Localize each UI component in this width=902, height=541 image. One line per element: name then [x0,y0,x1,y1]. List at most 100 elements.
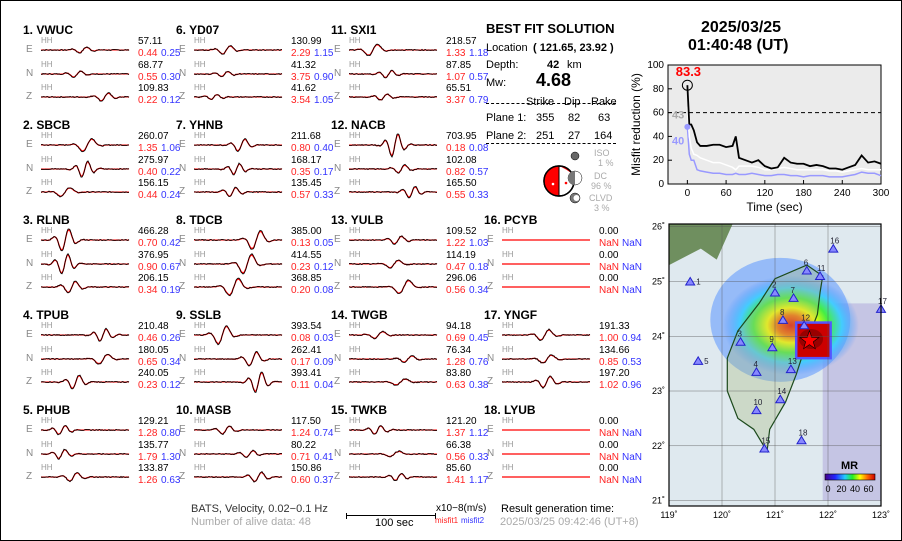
station-triangle-icon [814,271,826,281]
dc-unit: % [603,181,612,191]
observed-trace [349,69,437,78]
waveform-trace [502,429,590,431]
station-title: 15. TWKB [331,403,388,417]
peak-amplitude: 240.05 [138,368,169,379]
component-label: E [487,329,494,340]
location-label: Location [486,42,528,54]
misfit2-value: 0.76 [469,356,489,368]
mw-value: 4.68 [536,70,572,90]
observed-trace [349,425,438,435]
misfit1-value: 1.00 [599,333,619,344]
component-label: E [487,234,494,245]
station-triangle-icon [788,292,799,302]
component-label: N [26,352,34,364]
channel-label: HH [349,36,361,45]
observed-trace [194,94,283,100]
station-triangle-icon [796,435,807,445]
channel-label: HH [41,226,53,235]
peak-amplitude: 83.80 [446,368,472,379]
channel-label: HH [41,368,53,377]
mw-label: Mw: [486,77,507,89]
observed-trace [349,43,438,56]
clvd-unit: % [601,203,610,213]
misfit1-value: 0.80 [291,143,311,154]
component-label: E [334,329,341,340]
misfit1-value: 2.29 [291,48,311,59]
channel-label: HH [41,416,53,425]
station-title: 7. YHNB [176,118,224,132]
station-triangle-icon [766,342,778,352]
depth-value: 42 [547,59,560,71]
observed-trace [194,350,283,367]
channel-label: HH [41,321,53,330]
table-divider [486,103,616,104]
misfit2-value: 0.79 [469,95,489,106]
channel-label: HH [349,226,361,235]
misfit2-value: 0.18 [469,261,489,273]
peak-amplitude: 368.85 [291,273,322,284]
component-label: E [26,139,33,150]
depth-label: Depth: [486,59,519,71]
peak-amplitude: 211.68 [291,131,321,142]
misfit2-value: 0.41 [314,451,334,463]
station-title: 18. LYUB [484,403,536,417]
misfit1-value: 1.41 [446,475,466,486]
channel-label: HH [502,226,514,235]
map-frame [668,223,882,507]
peak-amplitude: 130.99 [291,36,322,47]
x-tick-label: 240 [834,188,851,199]
misfit2-value: 0.57 [469,166,489,178]
waveform-trace [41,69,130,78]
peak-amplitude: 94.18 [446,321,472,332]
waveform-trace [194,448,283,458]
component-label: N [179,352,187,364]
waveform-trace [502,262,590,265]
amplitude-units: x10−8(m/s) [436,503,487,514]
waveform-trace [194,471,283,483]
waveform-trace [194,94,283,100]
legend-misfit2: misfit2 [461,516,485,525]
waveform-trace [194,229,283,250]
peak-amplitude: 168.17 [291,154,322,166]
time-scale-label: 100 sec [375,517,414,529]
component-label: N [26,67,34,79]
observed-trace [349,449,437,457]
component-label: Z [179,186,186,197]
misfit2-value: 0.80 [161,428,181,439]
observed-trace [194,448,283,458]
alive-data-count: Number of alive data: 48 [191,516,311,528]
observed-trace [502,375,590,389]
y-tick-label: 60 [653,108,665,119]
misfit1-value: 0.17 [291,356,311,368]
observed-trace [41,425,130,436]
misfit-reduction-chart: 83.3 43 40 0 60 120 180 240 300 0 20 40 60 80 100 Time … [629,60,890,214]
dc-label: DC [594,171,607,181]
header-rake: Rake [591,96,617,108]
misfit1-value: 1.24 [291,428,311,439]
iso-pct: 1 [598,158,604,168]
waveform-trace [349,425,438,435]
mr-colorbar [824,473,876,481]
event-date: 2025/03/25 [701,19,782,36]
channel-label: HH [194,368,206,377]
blue-start-label: 40 [672,136,684,148]
peak-amplitude: 0.00 [599,226,619,237]
colorbar-tick-label: 0 [825,484,830,494]
channel-label: HH [41,36,53,45]
component-label: N [334,447,342,459]
mr-legend-title: MR [841,460,858,472]
misfit1-value: 3.75 [291,71,311,83]
dc-pct: 96 [591,181,602,191]
misfit1-value: 1.33 [446,48,466,59]
waveform-trace [41,353,130,365]
component-label: N [26,257,34,269]
waveform-trace [349,354,437,363]
station-title: 6. YD07 [176,23,220,37]
peak-amplitude: 191.33 [599,321,630,332]
observed-trace [41,448,130,460]
misfit2-value: 1.05 [314,95,334,106]
generation-time-label: Result generation time: [501,503,615,515]
y-tick-label: 100 [647,60,664,71]
component-label: Z [179,281,186,292]
observed-trace [194,186,283,198]
